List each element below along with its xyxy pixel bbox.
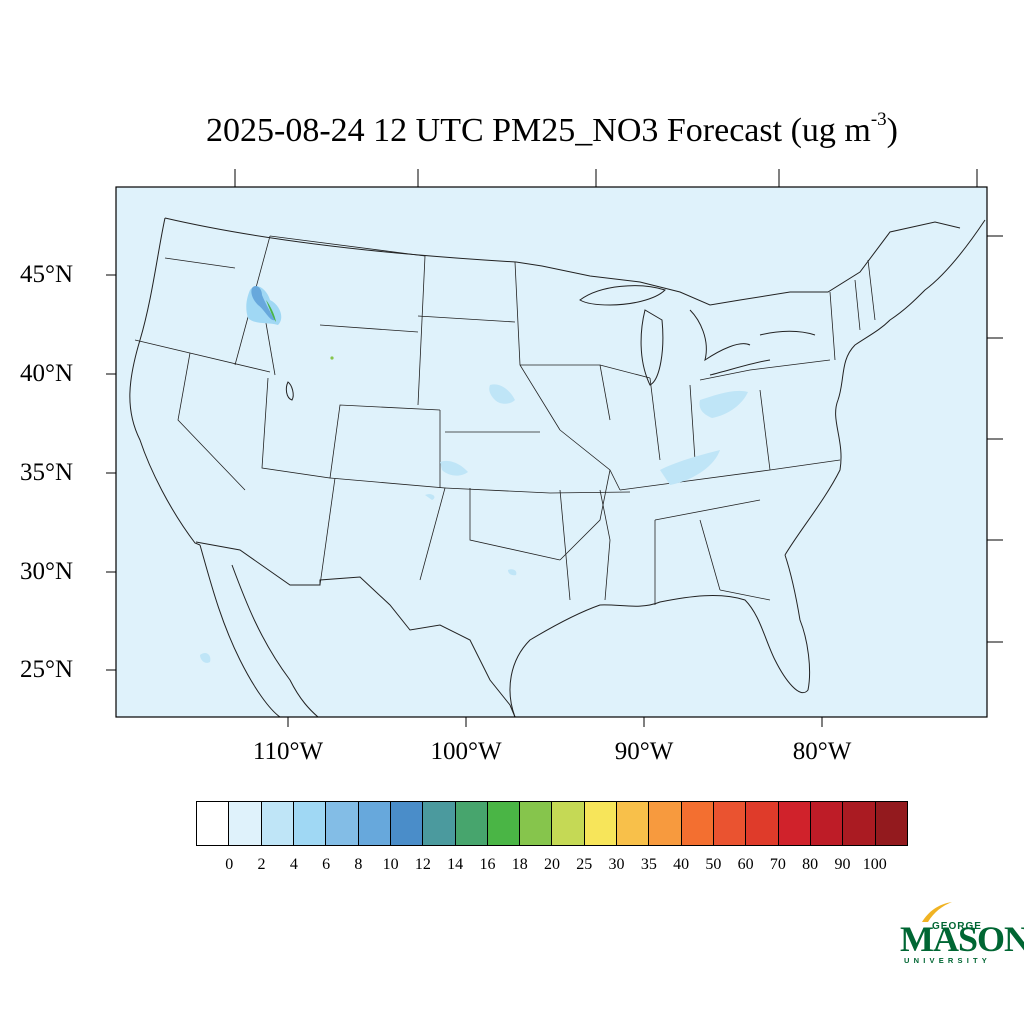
colorbar-label: 25 — [576, 856, 593, 873]
tick-marks — [106, 169, 1003, 727]
colorbar-label: 100 — [862, 856, 887, 873]
logo-swoosh-icon — [922, 902, 952, 922]
colorbar-label: 90 — [834, 856, 851, 873]
colorbar-label: 0 — [225, 856, 234, 873]
colorbar-swatch — [843, 802, 876, 845]
lon-label-80w: 80°W — [792, 738, 852, 765]
east-coast — [784, 219, 986, 556]
colorbar-label: 2 — [257, 856, 266, 873]
colorbar-label: 35 — [640, 856, 657, 873]
state-borders — [134, 235, 876, 605]
mexico-border — [195, 541, 516, 717]
colorbar-swatch — [810, 802, 844, 845]
colorbar-swatch — [875, 802, 907, 845]
colorbar-swatch — [746, 802, 779, 845]
lon-label-90w: 90°W — [614, 738, 674, 765]
gulf-coast — [509, 554, 811, 717]
colorbar-label: 60 — [737, 856, 754, 873]
colorbar-labels: 0 2 4 6 8 10 12 14 16 18 20 25 30 35 40 50 60 70 80 90 100 — [196, 856, 908, 876]
concentration-areas — [200, 285, 748, 663]
colorbar-label: 12 — [414, 856, 431, 873]
colorbar-swatch — [714, 802, 747, 845]
colorbar-label: 6 — [322, 856, 331, 873]
colorbar-label: 20 — [544, 856, 560, 873]
colorbar — [196, 801, 908, 846]
colorbar-swatch — [552, 802, 585, 845]
colorbar-label: 16 — [479, 856, 496, 873]
colorbar-swatch — [520, 802, 553, 845]
colorbar-label: 30 — [608, 856, 625, 873]
lat-label-45: 45°N — [20, 261, 74, 288]
map-background — [116, 187, 987, 717]
colorbar-label: 10 — [382, 856, 399, 873]
chart-title: 2025-08-24 12 UTC PM25_NO3 Forecast (ug … — [206, 108, 898, 149]
colorbar-swatch — [197, 802, 230, 845]
colorbar-label: 18 — [511, 856, 528, 873]
colorbar-label: 70 — [769, 856, 786, 873]
colorbar-swatch — [261, 802, 294, 845]
lat-label-30: 30°N — [20, 558, 74, 585]
colorbar-label: 14 — [447, 856, 464, 873]
lat-label-25: 25°N — [20, 656, 74, 683]
colorbar-swatch — [681, 802, 714, 845]
colorbar-swatch — [229, 802, 262, 845]
colorbar-swatch — [423, 802, 456, 845]
lon-label-100w: 100°W — [430, 738, 502, 765]
lat-label-40: 40°N — [20, 360, 74, 387]
logo-university: UNIVERSITY — [904, 956, 992, 965]
colorbar-swatch — [584, 802, 618, 845]
colorbar-swatch — [487, 802, 521, 845]
west-coast — [129, 217, 201, 546]
colorbar-swatch — [778, 802, 811, 845]
colorbar-label: 80 — [802, 856, 819, 873]
colorbar-label: 50 — [705, 856, 722, 873]
great-lakes — [579, 285, 816, 386]
lon-label-110w: 110°W — [252, 738, 324, 765]
canada-border — [164, 217, 961, 306]
logo-george: GEORGE — [932, 921, 982, 932]
colorbar-swatch — [390, 802, 424, 845]
colorbar-swatch — [326, 802, 359, 845]
great-salt-lake — [285, 381, 294, 401]
colorbar-swatch — [455, 802, 488, 845]
logo-mason: MASON — [900, 919, 1024, 959]
colorbar-label: 40 — [673, 856, 690, 873]
colorbar-swatch — [293, 802, 327, 845]
lat-label-35: 35°N — [20, 459, 74, 486]
gmu-logo: GEORGE MASON UNIVERSITY — [898, 900, 1024, 970]
colorbar-swatch — [358, 802, 391, 845]
baja-coast — [199, 544, 319, 717]
colorbar-swatch — [649, 802, 682, 845]
map-frame — [115, 186, 988, 718]
colorbar-label: 8 — [354, 856, 363, 873]
colorbar-label: 4 — [289, 856, 298, 873]
colorbar-swatch — [617, 802, 650, 845]
